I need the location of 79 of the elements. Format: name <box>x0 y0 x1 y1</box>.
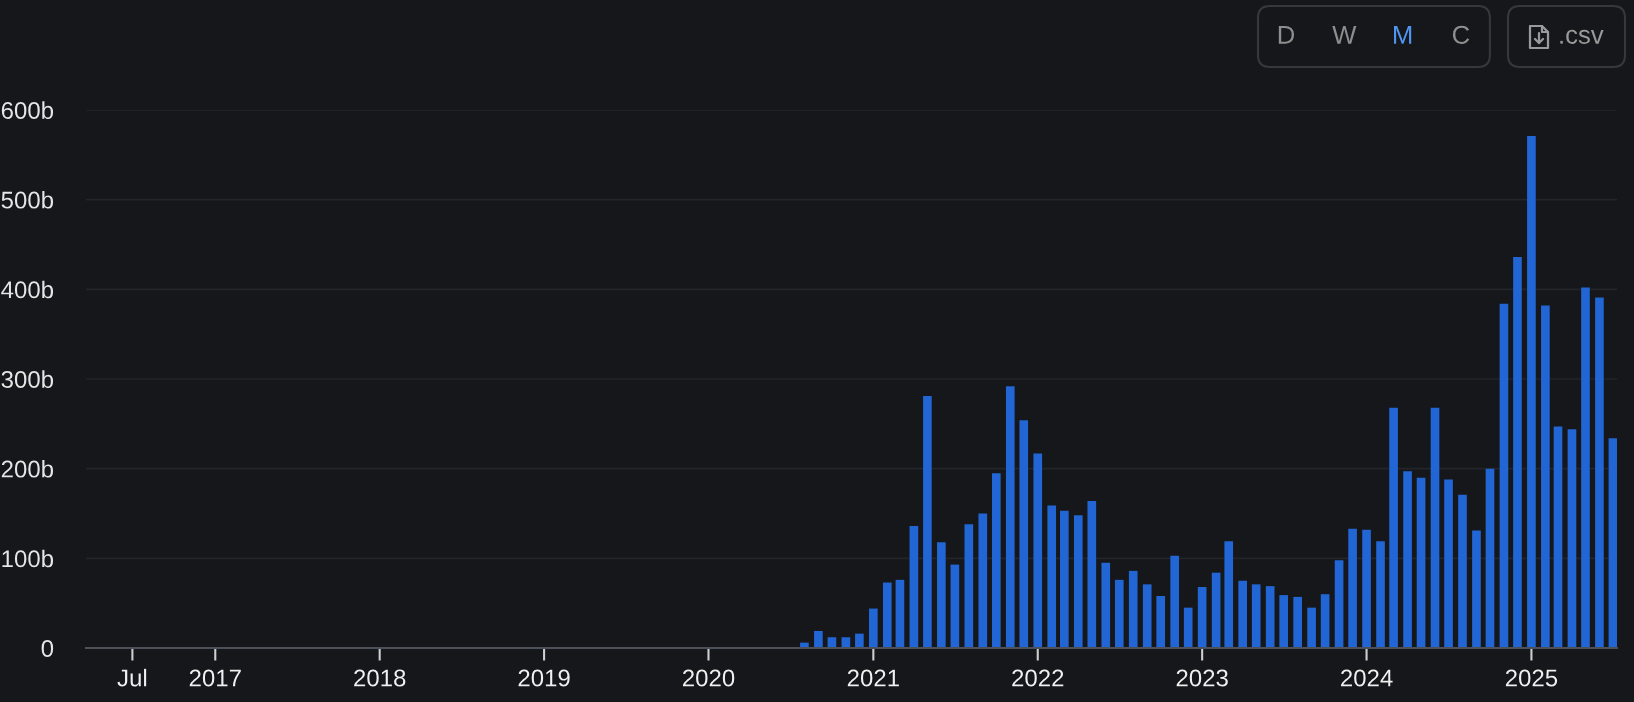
bar <box>1224 541 1234 648</box>
x-tick-label: 2019 <box>518 669 570 687</box>
bar <box>1430 407 1440 648</box>
bar <box>1047 505 1057 648</box>
bar <box>1320 594 1330 648</box>
bar <box>1458 494 1467 648</box>
bar <box>937 542 946 648</box>
y-tick-label: 200b <box>1 459 54 478</box>
x-tick-label: 2017 <box>189 669 241 687</box>
bar <box>1389 407 1398 648</box>
bar <box>1005 386 1015 648</box>
bar <box>855 633 864 648</box>
bar <box>1238 580 1248 648</box>
bar <box>1348 528 1357 648</box>
bar <box>1362 529 1371 648</box>
bar <box>1019 420 1029 648</box>
text: .csv <box>1560 29 1604 44</box>
bar <box>882 582 892 648</box>
bar <box>1073 515 1083 648</box>
bar <box>814 630 823 648</box>
bar <box>1608 438 1617 648</box>
bar <box>1183 607 1193 648</box>
x-tick-label: 2018 <box>354 669 406 687</box>
bar <box>1499 303 1509 648</box>
bar <box>964 524 974 648</box>
bar <box>1567 429 1577 648</box>
bar <box>950 564 960 648</box>
y-tick-label: 400b <box>1 280 54 299</box>
bar <box>991 473 1001 648</box>
bar <box>1265 586 1275 648</box>
x-tick-label: 2023 <box>1176 669 1228 687</box>
bar <box>909 526 919 648</box>
bar <box>1060 510 1069 648</box>
y-tick-label: 100b <box>2 549 54 568</box>
bar <box>1128 570 1138 648</box>
x-tick-label: 2021 <box>847 669 899 687</box>
bar <box>1279 595 1289 648</box>
bar <box>1444 479 1453 648</box>
bar <box>1472 530 1481 648</box>
bar <box>1527 136 1536 648</box>
x-tick-label: 2025 <box>1505 669 1558 687</box>
text: W <box>1332 25 1357 44</box>
bar <box>1293 596 1302 648</box>
bar <box>1307 607 1316 648</box>
x-tick-label: Jul <box>117 668 147 687</box>
bar <box>1541 305 1550 648</box>
y-tick-label: 500b <box>1 190 54 209</box>
bar <box>978 513 988 648</box>
y-tick-label: 600b <box>1 101 54 119</box>
x-tick-label: 2022 <box>1012 669 1064 687</box>
bar <box>1033 453 1043 648</box>
bar <box>1170 555 1180 648</box>
bar <box>1416 477 1426 648</box>
y-tick-label: 300b <box>1 370 54 388</box>
bar <box>1334 560 1344 648</box>
bar <box>1553 426 1563 648</box>
bar <box>1101 562 1111 648</box>
bar <box>869 608 878 648</box>
bar <box>1513 257 1522 648</box>
bar <box>1197 587 1207 648</box>
bar <box>895 579 905 648</box>
bar <box>1156 595 1166 648</box>
text: C <box>1452 25 1470 44</box>
x-tick-label: 2024 <box>1341 669 1393 687</box>
bar <box>1211 572 1221 648</box>
y-tick-label: 0 <box>41 639 54 657</box>
bar <box>1376 541 1385 648</box>
bar <box>1114 579 1124 648</box>
text: D <box>1278 25 1295 44</box>
bar <box>923 396 932 648</box>
bar <box>1087 500 1097 648</box>
bar <box>1142 584 1152 648</box>
bar <box>1581 287 1590 648</box>
bar <box>1251 584 1261 648</box>
bar <box>1485 468 1495 648</box>
x-tick-label: 2020 <box>682 669 735 687</box>
bar <box>1595 297 1604 648</box>
text: M <box>1394 25 1412 44</box>
bar <box>1403 471 1412 648</box>
